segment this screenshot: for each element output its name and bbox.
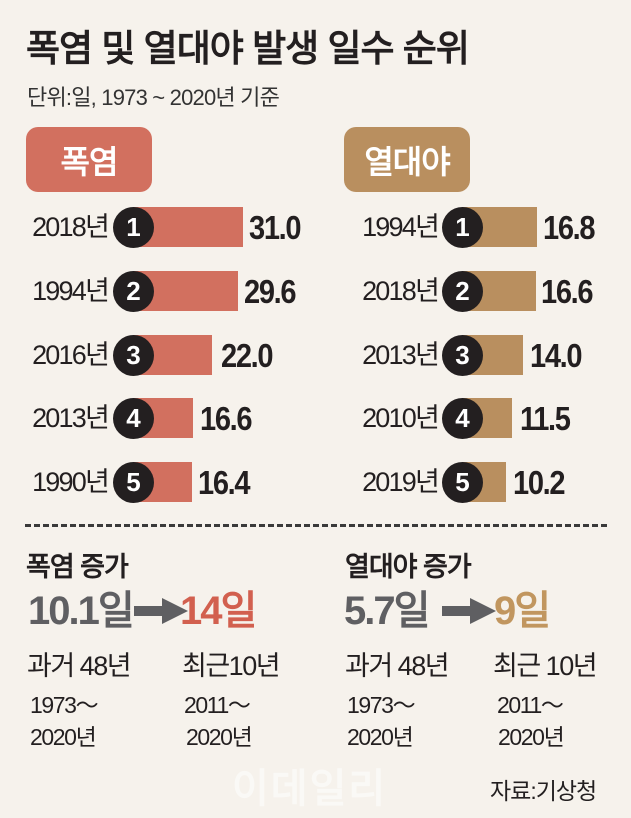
rank-circle-1: 1 [113,207,154,248]
heatwave-new-period: 최근10년 [182,651,281,681]
tropical-value-4: 11.5 [520,400,571,437]
watermark-logo: 이데일리 [232,767,388,811]
rank-circle-2: 2 [113,271,154,312]
heatwave-value-4: 16.6 [200,400,253,437]
tropical-value-1: 16.8 [543,209,596,246]
rank-circle-3: 3 [442,335,483,376]
tropical-value-3: 14.0 [530,337,583,374]
tropical-year-3: 2013년 [362,340,440,370]
heatwave-value-5: 16.4 [198,464,251,501]
source-note: 자료:기상청 [490,778,597,804]
tropical-new-value: 9일 [494,589,551,633]
rank-circle-2: 2 [442,271,483,312]
tropical-old-value: 5.7일 [344,589,430,633]
heatwave-year-5: 1990년 [32,467,110,497]
heatwave-old-period: 과거 48년 [27,651,132,681]
rank-circle-1: 1 [442,207,483,248]
heatwave-new-range-start: 2011～ [184,692,251,718]
heatwave-year-2: 1994년 [32,276,110,306]
rank-circle-4: 4 [113,398,154,439]
dashed-divider [25,524,607,527]
tropical-new-range-end: 2020년 [498,724,565,750]
rank-circle-4: 4 [442,398,483,439]
heatwave-value-1: 31.0 [249,209,302,246]
tropical-old-range-end: 2020년 [347,724,414,750]
heatwave-old-value: 10.1일 [28,589,135,633]
heatwave-year-3: 2016년 [32,340,110,370]
rank-circle-5: 5 [442,462,483,503]
tropical-value-5: 10.2 [513,464,566,501]
heatwave-old-range-end: 2020년 [30,724,97,750]
chart-subtitle: 단위:일, 1973 ~ 2020년 기준 [27,85,280,110]
tropical-value-2: 16.6 [541,273,594,310]
tropical-new-range-start: 2011～ [497,692,564,718]
heatwave-new-range-end: 2020년 [186,724,253,750]
heatwave-badge: 폭염 [26,127,152,192]
arrow-right-icon [442,598,496,624]
tropical-new-period: 최근 10년 [493,651,598,681]
tropical-night-badge: 열대야 [344,127,470,192]
heatwave-old-range-start: 1973～ [30,692,99,718]
tropical-old-range-start: 1973～ [347,692,416,718]
tropical-increase-title: 열대야 증가 [345,552,472,582]
rank-circle-3: 3 [113,335,154,376]
heatwave-year-1: 2018년 [32,212,110,242]
arrow-right-icon [134,598,188,624]
heatwave-year-4: 2013년 [32,403,110,433]
tropical-old-period: 과거 48년 [345,651,450,681]
rank-circle-5: 5 [113,462,154,503]
chart-title: 폭염 및 열대야 발생 일수 순위 [26,28,470,69]
tropical-year-2: 2018년 [362,276,440,306]
heatwave-value-2: 29.6 [244,273,297,310]
heatwave-increase-title: 폭염 증가 [26,552,129,582]
tropical-year-4: 2010년 [362,403,440,433]
heatwave-value-3: 22.0 [221,337,274,374]
heatwave-new-value: 14일 [180,589,257,633]
tropical-year-5: 2019년 [362,467,440,497]
tropical-year-1: 1994년 [362,212,440,242]
